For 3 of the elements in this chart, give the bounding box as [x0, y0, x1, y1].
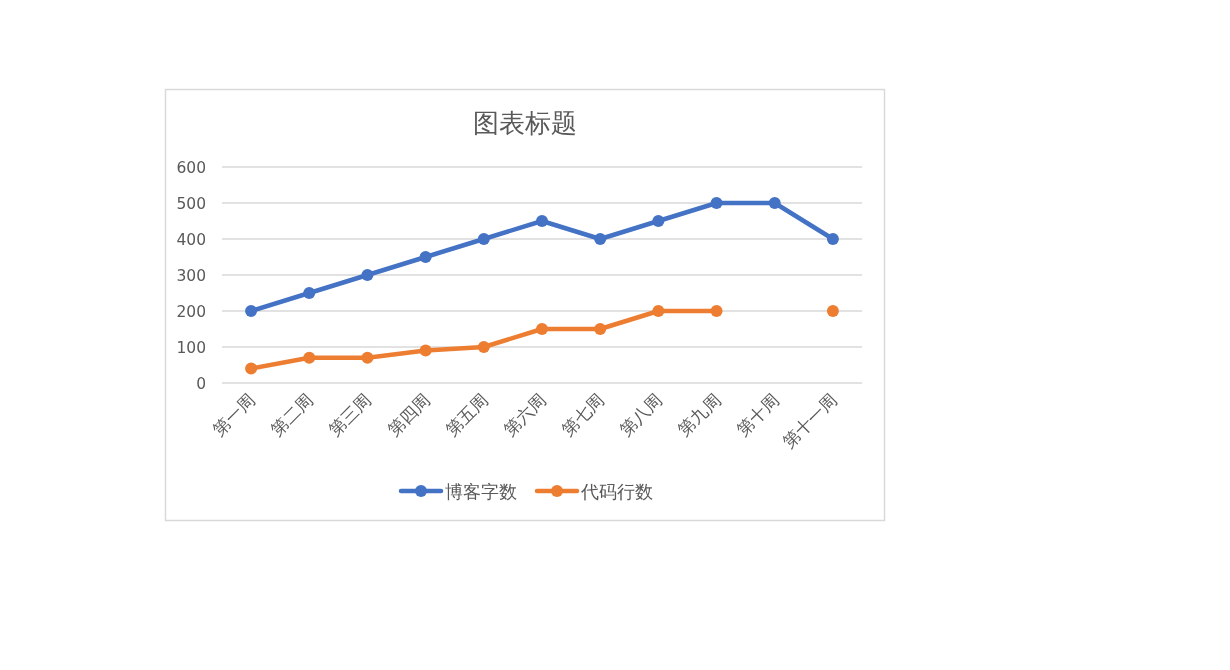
- legend-label: 代码行数: [580, 480, 653, 502]
- title: 图表标题: [473, 108, 577, 138]
- legend-label: 博客字数: [445, 480, 517, 502]
